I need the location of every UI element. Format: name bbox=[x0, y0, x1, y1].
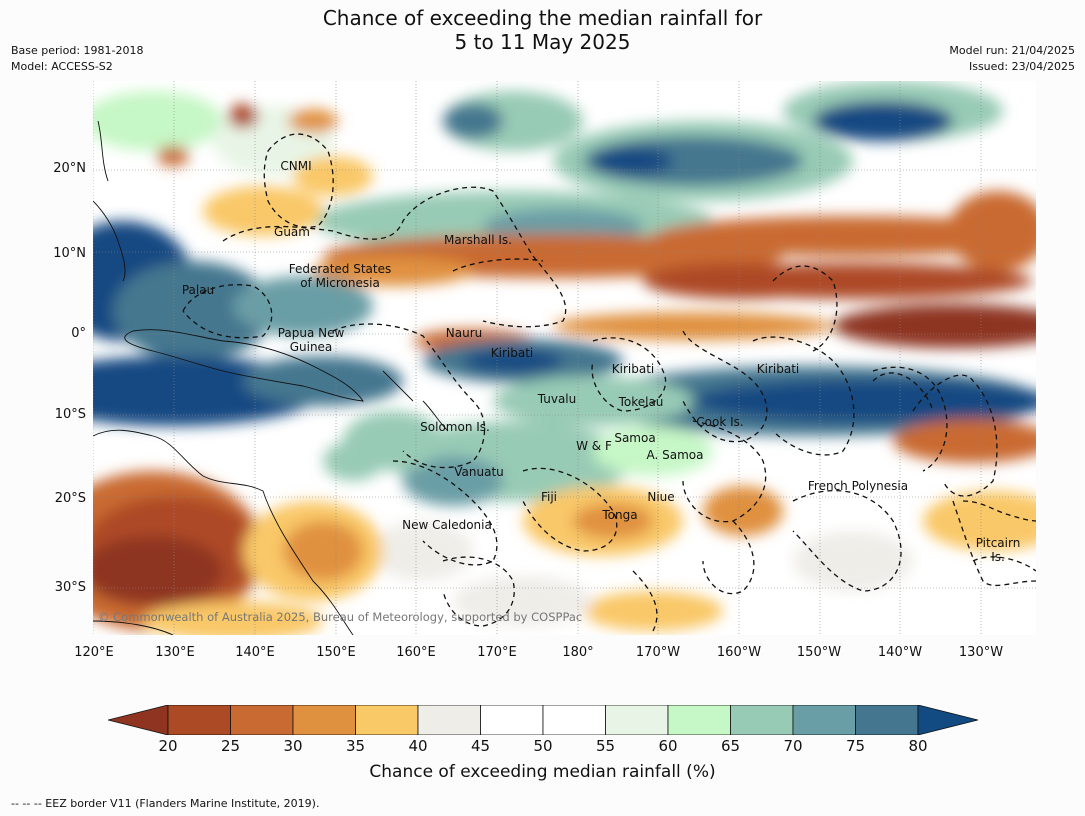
rainfall-field bbox=[93, 81, 1036, 635]
eez-borders bbox=[182, 133, 1036, 632]
place-tokelau: Tokelau bbox=[618, 395, 664, 409]
metadata-left: Base period: 1981-2018 Model: ACCESS-S2 bbox=[11, 43, 143, 75]
title-line-2: 5 to 11 May 2025 bbox=[454, 30, 631, 54]
colorbar-segment bbox=[230, 705, 294, 735]
lat-label-20n: 20°N bbox=[53, 161, 86, 176]
eez-footnote: -- -- -- EEZ border V11 (Flanders Marine… bbox=[11, 797, 320, 810]
colorbar-tick-label: 65 bbox=[720, 737, 741, 755]
colorbar-tick-label: 25 bbox=[220, 737, 241, 755]
place-png-line1: Papua New bbox=[277, 326, 345, 340]
colorbar-tick-label: 30 bbox=[283, 737, 303, 755]
colorbar-tick-label: 80 bbox=[908, 737, 928, 755]
place-nauru: Nauru bbox=[445, 326, 483, 340]
lon-label-130w: 130°W bbox=[958, 645, 1004, 660]
rainfall-map bbox=[93, 81, 1036, 635]
place-kiribati-west: Kiribati bbox=[490, 346, 534, 360]
colorbar-tick-label: 35 bbox=[345, 737, 366, 755]
lat-label-0: 0° bbox=[71, 326, 86, 341]
lon-label-160w: 160°W bbox=[716, 645, 762, 660]
place-fsm-line2: of Micronesia bbox=[300, 276, 380, 290]
colorbar-tick-label: 75 bbox=[845, 737, 866, 755]
lon-label-170w: 170°W bbox=[635, 645, 681, 660]
colorbar-segment bbox=[792, 705, 856, 735]
place-new-caledonia: New Caledonia bbox=[402, 518, 492, 532]
colorbar-tick-label: 70 bbox=[783, 737, 803, 755]
place-fsm-line1: Federated States bbox=[288, 262, 392, 276]
place-niue: Niue bbox=[647, 490, 675, 504]
place-american-samoa: A. Samoa bbox=[646, 448, 704, 462]
colorbar-segment bbox=[667, 705, 731, 735]
place-solomon: Solomon Is. bbox=[420, 420, 490, 434]
metadata-right: Model run: 21/04/2025 Issued: 23/04/2025 bbox=[949, 43, 1075, 75]
place-cook: Cook Is. bbox=[696, 415, 744, 429]
colorbar-tick-label: 45 bbox=[470, 737, 491, 755]
place-guam: Guam bbox=[274, 225, 310, 239]
colorbar-segment bbox=[730, 705, 794, 735]
place-png: Papua New Guinea bbox=[278, 326, 345, 354]
colorbar-segment bbox=[167, 705, 231, 735]
place-wallis-futuna: W & F bbox=[576, 439, 612, 453]
colorbar-arrow-high bbox=[917, 705, 978, 735]
lon-label-150e: 150°E bbox=[316, 645, 356, 660]
place-tonga: Tonga bbox=[602, 508, 638, 522]
place-kiribati-central: Kiribati bbox=[611, 362, 655, 376]
colorbar-segment bbox=[417, 705, 481, 735]
base-period: Base period: 1981-2018 bbox=[11, 44, 144, 57]
coastlines bbox=[93, 120, 449, 635]
colorbar-segment bbox=[355, 705, 419, 735]
model-name: Model: ACCESS-S2 bbox=[11, 60, 113, 73]
graticule bbox=[93, 81, 1036, 635]
lon-label-130e: 130°E bbox=[155, 645, 195, 660]
lat-label-10n: 10°N bbox=[53, 246, 86, 261]
place-tuvalu: Tuvalu bbox=[537, 392, 577, 406]
colorbar-tick-label: 50 bbox=[533, 737, 553, 755]
lat-label-20s: 20°S bbox=[54, 491, 86, 506]
colorbar-label: Chance of exceeding median rainfall (%) bbox=[369, 762, 716, 782]
place-kiribati-east: Kiribati bbox=[756, 362, 800, 376]
place-french-polynesia: French Polynesia bbox=[807, 479, 909, 493]
lon-label-120e: 120°E bbox=[74, 645, 114, 660]
place-cnmi: CNMI bbox=[280, 159, 312, 173]
map-graphic bbox=[93, 81, 1036, 635]
model-run: Model run: 21/04/2025 bbox=[949, 44, 1075, 57]
place-fiji: Fiji bbox=[540, 490, 558, 504]
lat-label-10s: 10°S bbox=[54, 407, 86, 422]
place-png-line2: Guinea bbox=[289, 340, 333, 354]
colorbar-segment bbox=[480, 705, 544, 735]
place-marshall: Marshall Is. bbox=[444, 233, 512, 247]
colorbar-segment bbox=[292, 705, 356, 735]
colorbar-arrow-low bbox=[108, 705, 169, 735]
place-pitcairn: Pitcairn Is. bbox=[976, 536, 1021, 564]
lon-label-140w: 140°W bbox=[877, 645, 923, 660]
colorbar-segment bbox=[605, 705, 669, 735]
place-fsm: Federated States of Micronesia bbox=[289, 262, 391, 290]
lon-label-150w: 150°W bbox=[796, 645, 842, 660]
colorbar-tick-label: 55 bbox=[595, 737, 616, 755]
lon-label-170e: 170°E bbox=[477, 645, 517, 660]
colorbar-tick-label: 40 bbox=[408, 737, 428, 755]
place-samoa: Samoa bbox=[614, 431, 656, 445]
lon-label-160e: 160°E bbox=[396, 645, 436, 660]
place-pitcairn-line1: Pitcairn bbox=[975, 536, 1021, 550]
colorbar-segment bbox=[855, 705, 919, 735]
lat-label-30s: 30°S bbox=[54, 580, 86, 595]
colorbar-segment bbox=[542, 705, 606, 735]
colorbar-tick-label: 60 bbox=[658, 737, 678, 755]
place-palau: Palau bbox=[181, 283, 215, 297]
place-vanuatu: Vanuatu bbox=[454, 465, 504, 479]
copyright-notice: © Commonwealth of Australia 2025, Bureau… bbox=[98, 610, 583, 624]
title-line-1: Chance of exceeding the median rainfall … bbox=[322, 6, 763, 30]
map-title: Chance of exceeding the median rainfall … bbox=[0, 6, 1085, 54]
lon-label-180: 180° bbox=[562, 645, 594, 660]
issued-date: Issued: 23/04/2025 bbox=[968, 60, 1075, 73]
lon-label-140e: 140°E bbox=[235, 645, 275, 660]
colorbar-tick-label: 20 bbox=[158, 737, 178, 755]
place-pitcairn-line2: Is. bbox=[991, 550, 1005, 564]
colorbar bbox=[108, 705, 978, 735]
